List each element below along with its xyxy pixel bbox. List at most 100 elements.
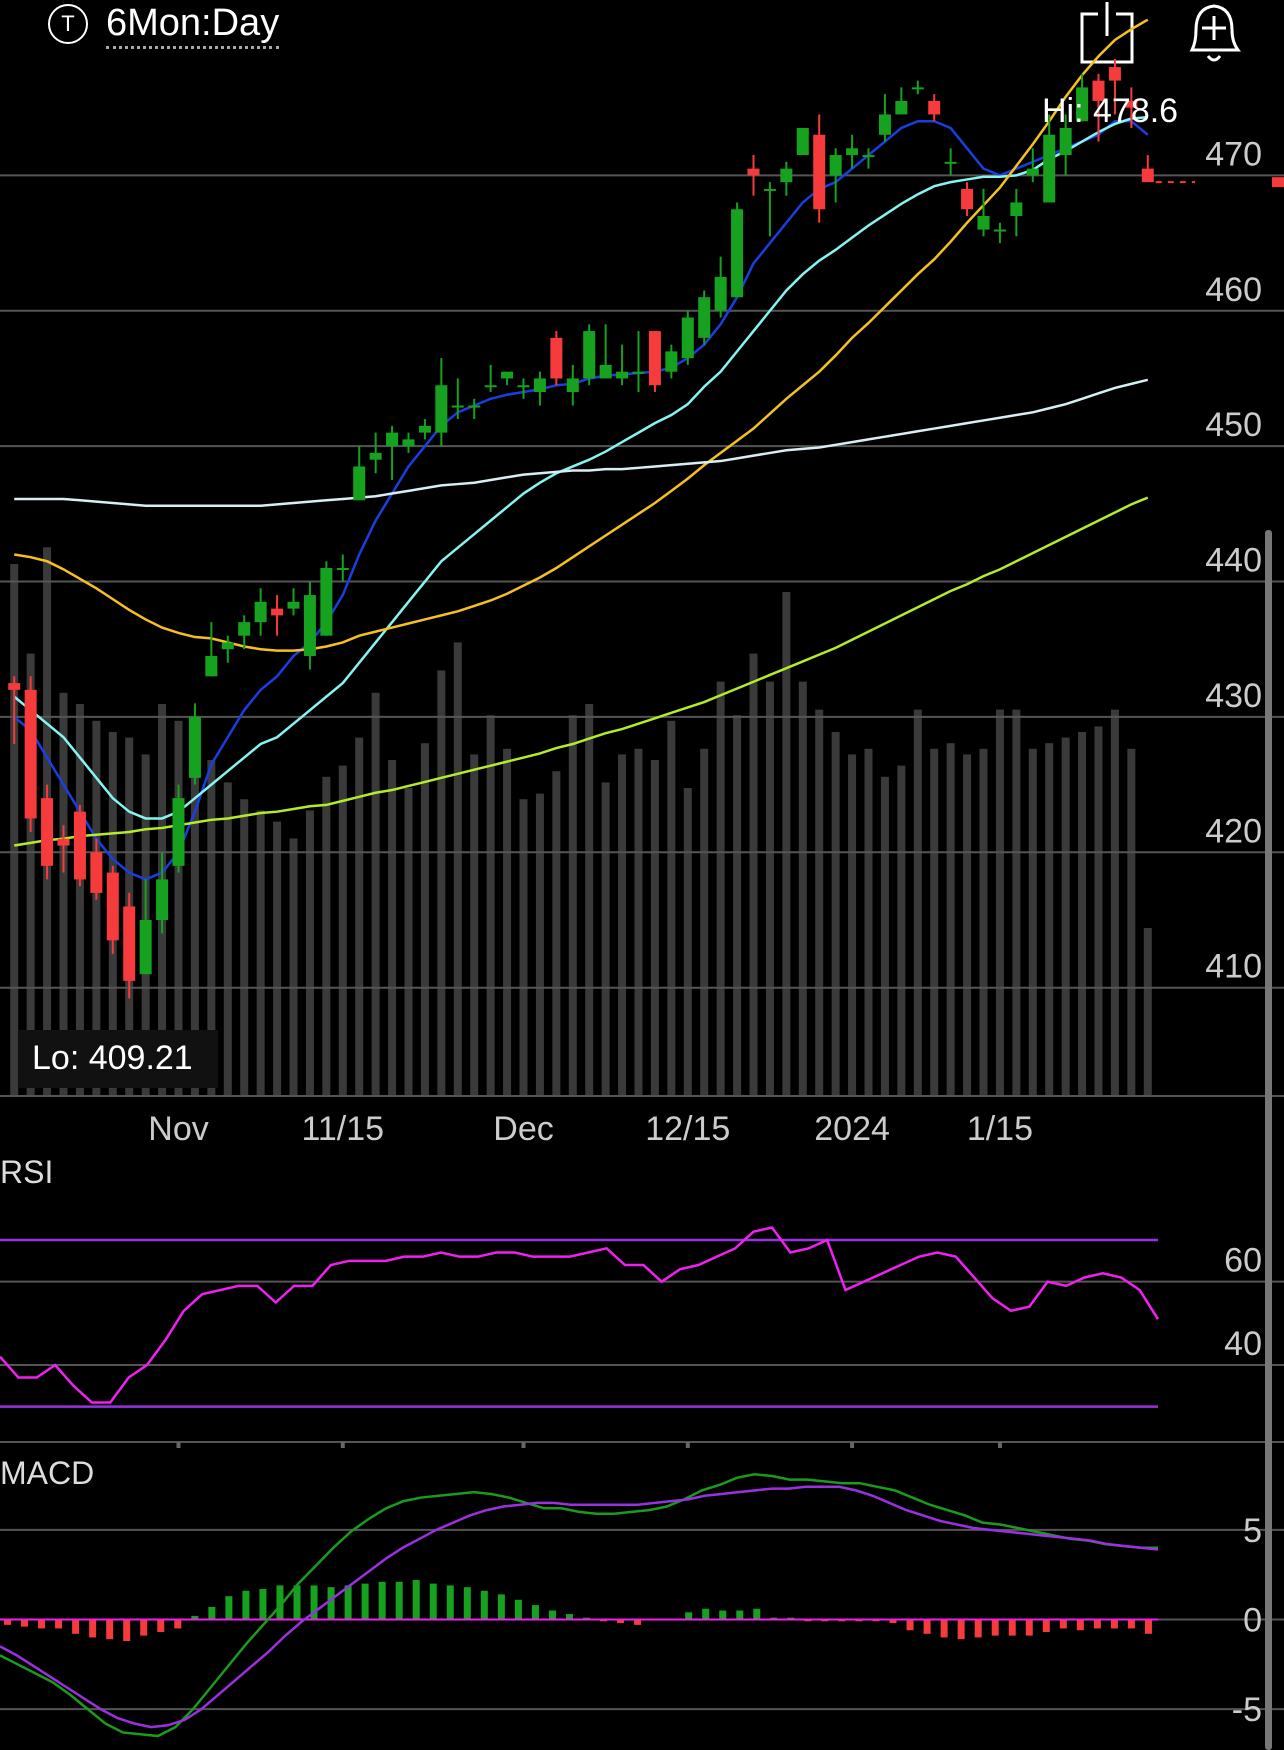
candle-body: [895, 100, 908, 115]
macd-histogram-bar: [497, 1594, 505, 1620]
price-tick-label: 410: [1205, 948, 1262, 986]
macd-histogram-bar: [327, 1587, 335, 1620]
candle-body: [8, 683, 21, 690]
volume-bar: [223, 782, 232, 1096]
candlesticks: [8, 58, 1284, 999]
volume-bar: [1127, 748, 1136, 1096]
macd-panel-title: MACD: [0, 1455, 95, 1491]
candle-body: [468, 405, 481, 408]
macd-histogram-bar: [38, 1619, 46, 1629]
macd-histogram-bar: [991, 1619, 999, 1636]
candle-body: [780, 168, 793, 183]
macd-histogram-bar: [531, 1605, 539, 1620]
date-tick-label: 1/15: [967, 1110, 1033, 1148]
rsi-panel: [0, 1226, 1284, 1443]
volume-bar: [404, 788, 413, 1096]
ticker-badge-icon[interactable]: T: [48, 4, 88, 44]
macd-histogram-bar: [1144, 1619, 1152, 1634]
volume-bar: [92, 720, 101, 1096]
candle-body: [862, 155, 875, 158]
moving-average-line: [14, 18, 1149, 652]
macd-histogram-bar: [1059, 1619, 1067, 1629]
moving-averages: [13, 18, 1149, 881]
macd-histogram-bar: [378, 1581, 386, 1620]
volume-bar: [371, 692, 380, 1096]
candle-body: [714, 276, 727, 311]
macd-histogram-bar: [412, 1580, 420, 1620]
candle-body: [763, 188, 776, 191]
rsi-tick-label: 60: [1224, 1242, 1262, 1280]
macd-histogram-bar: [634, 1619, 642, 1625]
macd-histogram-bar: [736, 1610, 744, 1620]
macd-histogram-bar: [889, 1619, 897, 1624]
volume-bar: [897, 765, 906, 1096]
macd-histogram-bar: [753, 1608, 761, 1620]
date-tick-label: Dec: [493, 1110, 553, 1148]
candle-body: [681, 317, 694, 359]
candle-body: [1125, 100, 1138, 108]
volume-bar: [10, 564, 19, 1096]
candle-body: [369, 452, 382, 460]
macd-histogram-bar: [242, 1590, 250, 1620]
moving-average-line: [14, 378, 1149, 507]
volume-bar: [848, 754, 857, 1096]
macd-histogram-bar: [208, 1606, 216, 1620]
volume-bar: [503, 748, 512, 1096]
volume-bar: [864, 748, 873, 1096]
candle-body: [386, 432, 399, 447]
candle-body: [1108, 67, 1121, 81]
macd-histogram-bar: [55, 1619, 63, 1629]
volume-bar: [486, 715, 495, 1096]
macd-histogram-bar: [429, 1583, 437, 1620]
candle-body: [1092, 80, 1105, 101]
bell-plus-icon[interactable]: [1182, 0, 1246, 66]
candle-body: [517, 385, 530, 388]
price-tick-label: 440: [1205, 542, 1262, 580]
macd-histogram-bar: [1076, 1619, 1084, 1631]
candle-body: [813, 134, 826, 210]
volume-bar: [930, 748, 939, 1096]
volume-bar: [273, 821, 282, 1096]
volume-bar: [1094, 726, 1103, 1096]
candle-body: [533, 378, 546, 392]
candle-body: [747, 168, 760, 176]
macd-histogram-bar: [123, 1619, 131, 1641]
volume-bar: [667, 720, 676, 1096]
volume-bar: [190, 737, 199, 1096]
macd-histogram-bar: [446, 1585, 454, 1620]
volume-bar: [880, 776, 889, 1096]
date-tick-label: Nov: [148, 1110, 208, 1148]
volume-bar: [552, 771, 561, 1096]
macd-histogram-bar: [174, 1619, 182, 1629]
price-tick-label: 430: [1205, 677, 1262, 715]
macd-histogram-bar: [974, 1619, 982, 1638]
period-selector[interactable]: 6Mon:Day: [106, 2, 280, 49]
volume-bar: [26, 653, 35, 1096]
macd-histogram-bar: [361, 1583, 369, 1620]
volume-bar: [75, 704, 84, 1096]
macd-panel: [0, 1472, 1284, 1738]
volume-bar: [240, 799, 249, 1096]
candle-body: [106, 872, 119, 941]
date-tick-label: 12/15: [645, 1110, 730, 1148]
candle-body: [961, 188, 974, 210]
top-bar: T 6Mon:Day: [0, 0, 1284, 80]
volume-bar: [59, 692, 68, 1096]
macd-histogram-bar: [1042, 1619, 1050, 1633]
volume-bar: [618, 754, 627, 1096]
rsi-line: [0, 1226, 1160, 1404]
macd-histogram-bar: [957, 1619, 965, 1640]
macd-signal-line: [0, 1485, 1159, 1729]
macd-histogram-bar: [225, 1596, 233, 1620]
candle-body: [583, 331, 596, 379]
candle-body: [599, 364, 612, 379]
volume-bar: [749, 653, 758, 1096]
macd-histogram-bar: [106, 1619, 114, 1640]
volume-bar: [519, 799, 528, 1096]
candle-body: [73, 811, 86, 880]
candle-body: [501, 371, 514, 379]
share-icon[interactable]: [1078, 0, 1136, 66]
volume-bar: [207, 760, 216, 1096]
candle-body: [451, 405, 464, 408]
